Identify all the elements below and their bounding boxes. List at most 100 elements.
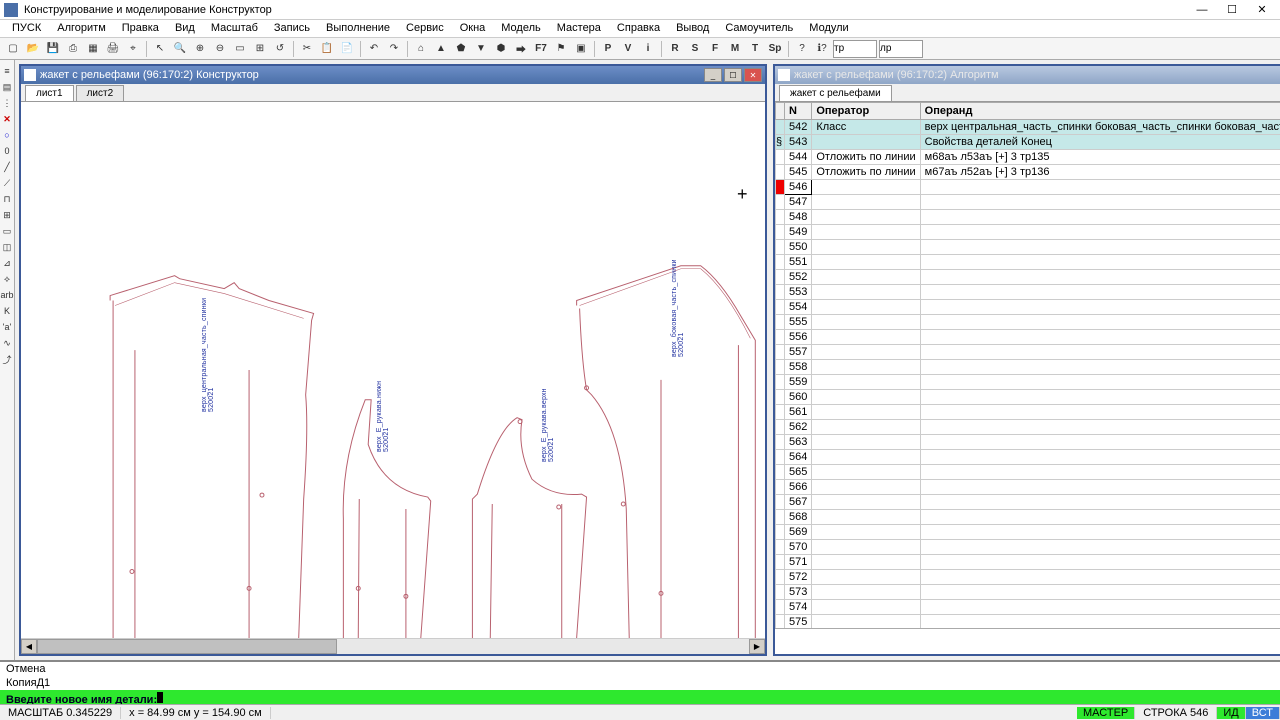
left-tool-button[interactable]: ⊞ (0, 208, 14, 222)
toolbar-button[interactable]: ⎙ (64, 40, 82, 58)
menu-сервис[interactable]: Сервис (398, 20, 452, 37)
algo-row[interactable]: 571 (776, 555, 1280, 570)
algorithm-input-area[interactable] (775, 628, 1280, 654)
algo-row[interactable]: 564 (776, 450, 1280, 465)
algorithm-tab[interactable]: жакет с рельефами (779, 85, 892, 101)
algo-row[interactable]: 568 (776, 510, 1280, 525)
minimize-button[interactable]: — (1188, 1, 1216, 19)
scroll-left-button[interactable]: ◀ (21, 639, 37, 654)
menu-алгоритм[interactable]: Алгоритм (49, 20, 114, 37)
status-master[interactable]: МАСТЕР (1077, 707, 1135, 719)
toolbar-button[interactable]: 🔍 (171, 40, 189, 58)
algo-row[interactable]: 567 (776, 495, 1280, 510)
left-tool-button[interactable]: 0 (0, 144, 14, 158)
toolbar-button[interactable]: M (726, 40, 744, 58)
left-tool-button[interactable]: ▤ (0, 80, 14, 94)
toolbar-button[interactable]: 🖨 (104, 40, 122, 58)
algo-row[interactable]: 565 (776, 465, 1280, 480)
menu-правка[interactable]: Правка (114, 20, 167, 37)
left-tool-button[interactable]: ╱ (0, 160, 14, 174)
left-tool-button[interactable]: ∿ (0, 336, 14, 350)
menu-запись[interactable]: Запись (266, 20, 318, 37)
algo-row[interactable]: 559 (776, 375, 1280, 390)
menu-масштаб[interactable]: Масштаб (203, 20, 266, 37)
left-tool-button[interactable]: ⟋ (0, 176, 14, 190)
algo-row[interactable]: 562 (776, 420, 1280, 435)
algo-row[interactable]: 545Отложить по линиим67аъ л52аъ [+] 3 тр… (776, 165, 1280, 180)
left-tool-button[interactable]: ≡ (0, 64, 14, 78)
menu-мастера[interactable]: Мастера (549, 20, 609, 37)
left-tool-button[interactable]: ⊓ (0, 192, 14, 206)
close-button[interactable]: ✕ (1248, 1, 1276, 19)
sheet-tab[interactable]: лист2 (76, 85, 125, 101)
scroll-track[interactable] (37, 639, 749, 654)
left-tool-button[interactable]: arb (0, 288, 14, 302)
left-tool-button[interactable]: ▭ (0, 224, 14, 238)
algo-row[interactable]: 554 (776, 300, 1280, 315)
toolbar-button[interactable]: ⮕ (512, 40, 530, 58)
algo-row[interactable]: 558 (776, 360, 1280, 375)
status-vst[interactable]: ВСТ (1246, 707, 1280, 719)
maximize-button[interactable]: ☐ (1218, 1, 1246, 19)
toolbar-button[interactable]: 📂 (24, 40, 42, 58)
menu-окна[interactable]: Окна (452, 20, 494, 37)
toolbar-button[interactable]: F7 (532, 40, 550, 58)
mdi-maximize-button[interactable]: ☐ (724, 68, 742, 82)
constructor-titlebar[interactable]: жакет с рельефами (96:170:2) Конструктор… (21, 66, 765, 84)
toolbar-button[interactable]: ⬢ (492, 40, 510, 58)
algo-row[interactable]: 572 (776, 570, 1280, 585)
scroll-right-button[interactable]: ▶ (749, 639, 765, 654)
toolbar-button[interactable]: V (619, 40, 637, 58)
algo-row[interactable]: 555 (776, 315, 1280, 330)
toolbar-button[interactable]: ℹ? (813, 40, 831, 58)
toolbar-button[interactable]: R (666, 40, 684, 58)
algo-row[interactable]: 573 (776, 585, 1280, 600)
algo-row[interactable]: 550 (776, 240, 1280, 255)
algo-row[interactable]: 561 (776, 405, 1280, 420)
algo-row[interactable]: 548 (776, 210, 1280, 225)
toolbar-button[interactable]: ⊖ (211, 40, 229, 58)
algo-row[interactable]: 544Отложить по линиим68аъ л53аъ [+] 3 тр… (776, 150, 1280, 165)
left-tool-button[interactable]: ⊿ (0, 256, 14, 270)
toolbar-button[interactable]: ▦ (84, 40, 102, 58)
drawing-canvas[interactable]: + верх_центральная_часть_спинки 520021ве… (21, 102, 765, 638)
left-tool-button[interactable]: K (0, 304, 14, 318)
algo-row[interactable]: §543Свойства деталей Конец (776, 135, 1280, 150)
algo-row[interactable]: 560 (776, 390, 1280, 405)
menu-модель[interactable]: Модель (493, 20, 548, 37)
left-tool-button[interactable]: ⟡ (0, 272, 14, 286)
menu-выполнение[interactable]: Выполнение (318, 20, 398, 37)
algorithm-grid[interactable]: NОператорОперанд 542Классверх центральна… (775, 102, 1280, 628)
scroll-thumb[interactable] (37, 639, 337, 654)
toolbar-button[interactable]: i (639, 40, 657, 58)
left-tool-button[interactable]: ⤴ (0, 352, 14, 366)
toolbar-button[interactable]: ⌂ (412, 40, 430, 58)
toolbar-button[interactable]: 📄 (338, 40, 356, 58)
toolbar-button[interactable]: P (599, 40, 617, 58)
toolbar-button[interactable]: ⬟ (452, 40, 470, 58)
algorithm-titlebar[interactable]: жакет с рельефами (96:170:2) Алгоритм _ … (775, 66, 1280, 84)
toolbar-button[interactable]: ⚑ (552, 40, 570, 58)
toolbar-button[interactable]: 📋 (318, 40, 336, 58)
toolbar-button[interactable]: ▣ (572, 40, 590, 58)
left-tool-button[interactable]: ✕ (0, 112, 14, 126)
algo-column-header[interactable]: Оператор (812, 103, 920, 120)
menu-пуск[interactable]: ПУСК (4, 20, 49, 37)
algo-row[interactable]: 552 (776, 270, 1280, 285)
toolbar-button[interactable]: F (706, 40, 724, 58)
left-tool-button[interactable]: ⋮ (0, 96, 14, 110)
horizontal-scrollbar[interactable]: ◀ ▶ (21, 638, 765, 654)
toolbar-button[interactable]: ⊞ (251, 40, 269, 58)
toolbar-button[interactable]: ↷ (385, 40, 403, 58)
toolbar-button[interactable]: ? (793, 40, 811, 58)
toolbar-button[interactable]: ▲ (432, 40, 450, 58)
mdi-close-button[interactable]: ✕ (744, 68, 762, 82)
algo-column-header[interactable]: N (785, 103, 812, 120)
toolbar-button[interactable]: ↺ (271, 40, 289, 58)
toolbar-button[interactable]: ⊕ (191, 40, 209, 58)
algo-row[interactable]: 574 (776, 600, 1280, 615)
toolbar-button[interactable]: T (746, 40, 764, 58)
algo-row[interactable]: 557 (776, 345, 1280, 360)
toolbar-button[interactable]: ✂ (298, 40, 316, 58)
left-tool-button[interactable]: 'a' (0, 320, 14, 334)
